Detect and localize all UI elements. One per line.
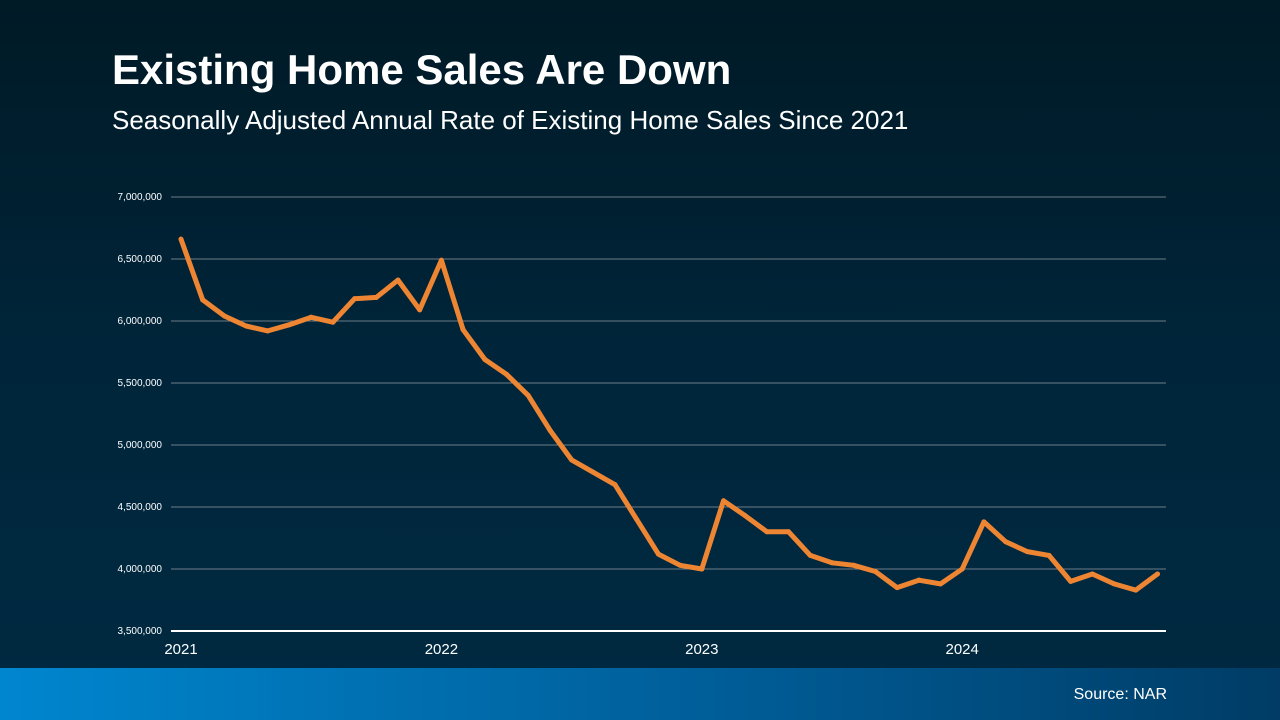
data-point (721, 498, 726, 504)
series-line (178, 236, 1160, 593)
data-point (482, 356, 488, 362)
data-point (742, 513, 748, 519)
data-point (373, 294, 379, 300)
x-tick-label: 2023 (685, 641, 718, 658)
data-point (699, 566, 705, 572)
data-point (395, 277, 401, 283)
data-point (807, 552, 813, 558)
x-tick-label: 2021 (164, 641, 197, 658)
source-label: Source: NAR (1073, 686, 1167, 703)
data-point (1003, 539, 1009, 545)
data-point (655, 551, 661, 557)
data-point (1111, 581, 1117, 587)
y-tick-label: 4,500,000 (118, 502, 163, 513)
data-point (829, 560, 835, 566)
data-point (569, 457, 575, 463)
data-point (308, 314, 314, 320)
data-point (417, 307, 423, 313)
data-point (872, 568, 878, 574)
footer-bar: Source: NAR (0, 668, 1280, 720)
line-chart: 3,500,000 4,000,000 4,500,000 5,000,000 5,50… (118, 192, 1166, 658)
data-point (786, 529, 792, 535)
y-tick-label: 4,000,000 (118, 564, 163, 575)
chart-subtitle: Seasonally Adjusted Annual Rate of Exist… (112, 105, 909, 135)
data-point (330, 319, 336, 325)
data-point (981, 519, 987, 525)
data-point (634, 516, 640, 522)
data-point (265, 328, 271, 334)
data-point (200, 297, 206, 303)
data-point (221, 313, 227, 319)
data-point (612, 482, 618, 488)
data-point (764, 529, 770, 535)
data-point (287, 322, 292, 328)
data-point (243, 323, 249, 329)
x-tick-label: 2022 (425, 641, 458, 658)
y-tick-label: 6,000,000 (118, 316, 163, 327)
data-point (677, 562, 683, 568)
y-tick-label: 3,500,000 (118, 626, 163, 637)
data-point (178, 236, 184, 242)
data-point (1046, 552, 1052, 558)
data-point (916, 577, 922, 583)
y-tick-label: 7,000,000 (118, 192, 163, 203)
data-point (851, 562, 857, 568)
data-point (1133, 587, 1139, 593)
data-point (1024, 549, 1030, 555)
chart-title: Existing Home Sales Are Down (112, 46, 732, 93)
x-tick-label: 2024 (946, 641, 979, 658)
data-point (894, 585, 900, 591)
data-point (590, 469, 596, 475)
data-point (525, 392, 531, 398)
y-tick-label: 6,500,000 (118, 254, 163, 265)
data-point (938, 581, 943, 587)
data-point (1068, 578, 1074, 584)
data-point (1155, 571, 1160, 577)
data-point (460, 327, 466, 333)
data-point (547, 427, 553, 433)
data-point (352, 296, 358, 302)
data-point (1089, 571, 1095, 577)
y-tick-label: 5,500,000 (118, 378, 163, 389)
data-point (504, 371, 509, 377)
y-tick-label: 5,000,000 (118, 440, 163, 451)
data-point (438, 257, 444, 263)
data-point (959, 566, 965, 572)
